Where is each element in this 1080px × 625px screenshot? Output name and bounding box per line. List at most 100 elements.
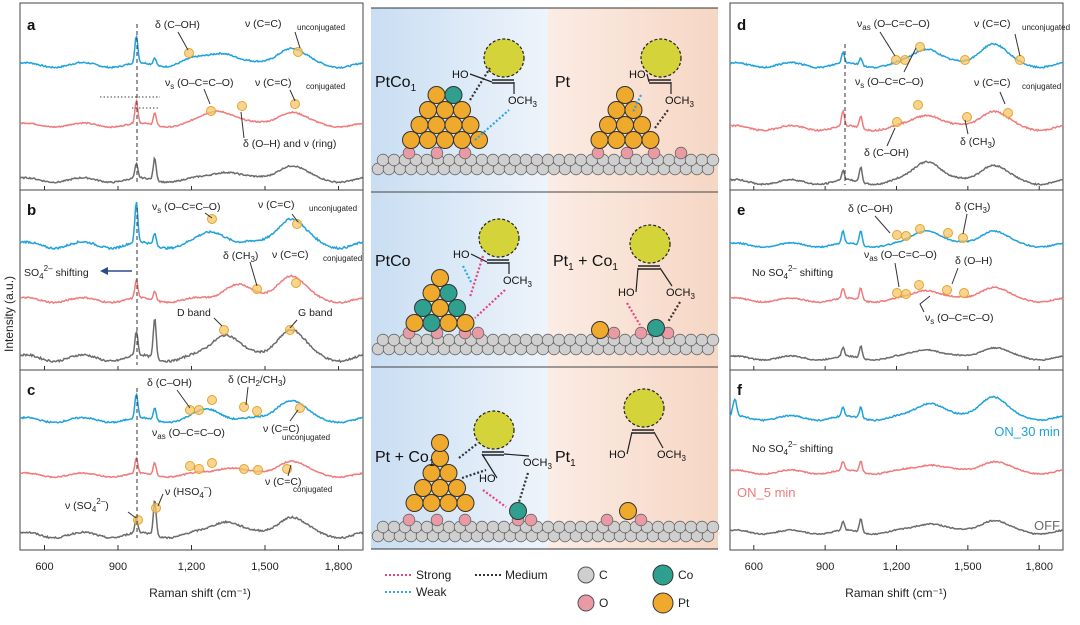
platinum-atom bbox=[414, 479, 432, 497]
carbon-atom bbox=[508, 333, 522, 347]
interaction-line bbox=[626, 302, 641, 326]
carbon-atom bbox=[563, 153, 577, 167]
platinum-atom bbox=[405, 494, 424, 512]
platinum-atom bbox=[607, 101, 626, 119]
x-tick-label: 900 bbox=[816, 561, 834, 573]
cobalt-atom bbox=[422, 314, 441, 332]
carbon-atom bbox=[706, 333, 720, 347]
panel-letter-a: a bbox=[27, 17, 36, 34]
label-c-vso4: ν (SO42–) bbox=[65, 497, 109, 514]
platinum-atom bbox=[461, 116, 480, 134]
platinum-atom bbox=[624, 131, 643, 149]
mol-ho-label: HO bbox=[609, 449, 626, 461]
label-e-doh: δ (O–H) bbox=[955, 255, 992, 267]
peak-marker bbox=[942, 285, 952, 295]
spectrum-f-2 bbox=[729, 518, 1064, 536]
platinum-atom bbox=[607, 131, 626, 149]
peak-marker bbox=[915, 224, 925, 234]
carbon-atom bbox=[541, 153, 555, 167]
oxygen-atom bbox=[430, 146, 444, 160]
panel-letter-e: e bbox=[737, 202, 745, 219]
peak-marker bbox=[219, 325, 229, 335]
carbon-atom bbox=[508, 153, 522, 167]
peak-marker bbox=[194, 405, 204, 415]
carbon-atom bbox=[497, 153, 511, 167]
bond bbox=[626, 431, 633, 455]
platinum-atom bbox=[410, 116, 429, 134]
spectrum-c-2 bbox=[19, 500, 364, 540]
carbon-atom bbox=[563, 333, 577, 347]
x-tick-label: 1,800 bbox=[325, 561, 353, 573]
bond bbox=[503, 453, 530, 457]
label-c-vhso4: ν (HSO4–) bbox=[165, 483, 212, 500]
carbon-atom bbox=[552, 520, 566, 534]
platinum-atom bbox=[599, 116, 617, 134]
label-c-dch2: δ (CH2/CH3) bbox=[228, 374, 286, 388]
carbon-atom bbox=[684, 333, 698, 347]
platinum-atom bbox=[427, 116, 446, 134]
carbon-atom bbox=[574, 153, 588, 167]
carbon-atom bbox=[541, 333, 555, 347]
peak-marker bbox=[194, 464, 204, 474]
label-c-unconj: unconjugated bbox=[282, 433, 330, 442]
carbon-atom bbox=[552, 153, 566, 167]
legend-on5: ON_5 min bbox=[737, 485, 796, 500]
peak-marker bbox=[892, 230, 902, 240]
platinum-atom bbox=[419, 101, 437, 119]
x-tick-label: 600 bbox=[745, 561, 763, 573]
peak-marker bbox=[962, 112, 972, 122]
bond bbox=[635, 267, 639, 293]
platinum-atom bbox=[444, 116, 463, 134]
molecule-blob bbox=[623, 388, 665, 428]
bond bbox=[481, 453, 498, 479]
mol-och3-label: OCH3 bbox=[665, 95, 694, 109]
carbon-atom bbox=[420, 333, 434, 347]
peak-marker bbox=[185, 461, 195, 471]
peak-marker bbox=[151, 503, 161, 513]
molecule-blob bbox=[473, 410, 515, 450]
panel-letter-d: d bbox=[737, 17, 746, 34]
label-a-doh-ring: δ (O–H) and ν (ring) bbox=[243, 138, 336, 150]
legend-medium: Medium bbox=[505, 568, 548, 582]
interaction-line bbox=[461, 468, 487, 480]
spectrum-e-2 bbox=[730, 344, 1064, 362]
platinum-atom bbox=[422, 284, 441, 302]
platinum-atom bbox=[439, 314, 458, 332]
peak-marker bbox=[206, 106, 216, 116]
interaction-line bbox=[462, 265, 473, 285]
platinum-atom bbox=[590, 131, 609, 149]
peak-marker bbox=[892, 117, 902, 127]
oxygen-atom bbox=[600, 513, 614, 527]
panel-f-annotations: No SO42– shifting ON_30 min ON_5 min OFF bbox=[737, 424, 1060, 533]
bond bbox=[646, 73, 650, 83]
cobalt-atom bbox=[647, 319, 665, 337]
carbon-atom bbox=[618, 520, 632, 534]
panel-letter-f: f bbox=[737, 382, 743, 399]
peak-marker bbox=[1003, 108, 1013, 118]
mol-ho-label: HO bbox=[618, 287, 635, 299]
carbon-atom bbox=[662, 520, 676, 534]
platinum-atom bbox=[419, 131, 437, 149]
carbon-atom bbox=[420, 153, 434, 167]
carbon-atom bbox=[618, 333, 632, 347]
peak-marker bbox=[293, 47, 303, 57]
carbon-atom bbox=[442, 520, 456, 534]
cobalt-atom bbox=[414, 299, 432, 317]
peak-marker bbox=[901, 231, 911, 241]
panel-e-annotations: δ (C–OH) δ (CH3) No SO42– shifting νas (… bbox=[752, 201, 993, 326]
cond-row3-left: Pt + Co1 bbox=[375, 449, 435, 469]
panel-letter-c: c bbox=[27, 382, 35, 399]
cobalt-atom bbox=[509, 502, 527, 520]
carbon-atom bbox=[706, 153, 720, 167]
legend-pt: Pt bbox=[678, 596, 690, 610]
platinum-atom bbox=[448, 479, 466, 497]
oxygen-atom bbox=[471, 326, 485, 340]
peak-marker bbox=[253, 465, 263, 475]
peak-marker bbox=[913, 100, 923, 110]
x-axis-label-left: Raman shift (cm⁻¹) bbox=[149, 586, 251, 600]
panel-a-annotations: δ (C–OH) ν (C=C) unconjugated νs (O–C=C–… bbox=[155, 18, 345, 150]
peak-marker bbox=[290, 99, 300, 109]
label-d-unconj: unconjugated bbox=[1022, 23, 1070, 32]
interaction-line bbox=[458, 442, 479, 459]
label-a-vcc-conj: ν (C=C) bbox=[255, 77, 291, 89]
